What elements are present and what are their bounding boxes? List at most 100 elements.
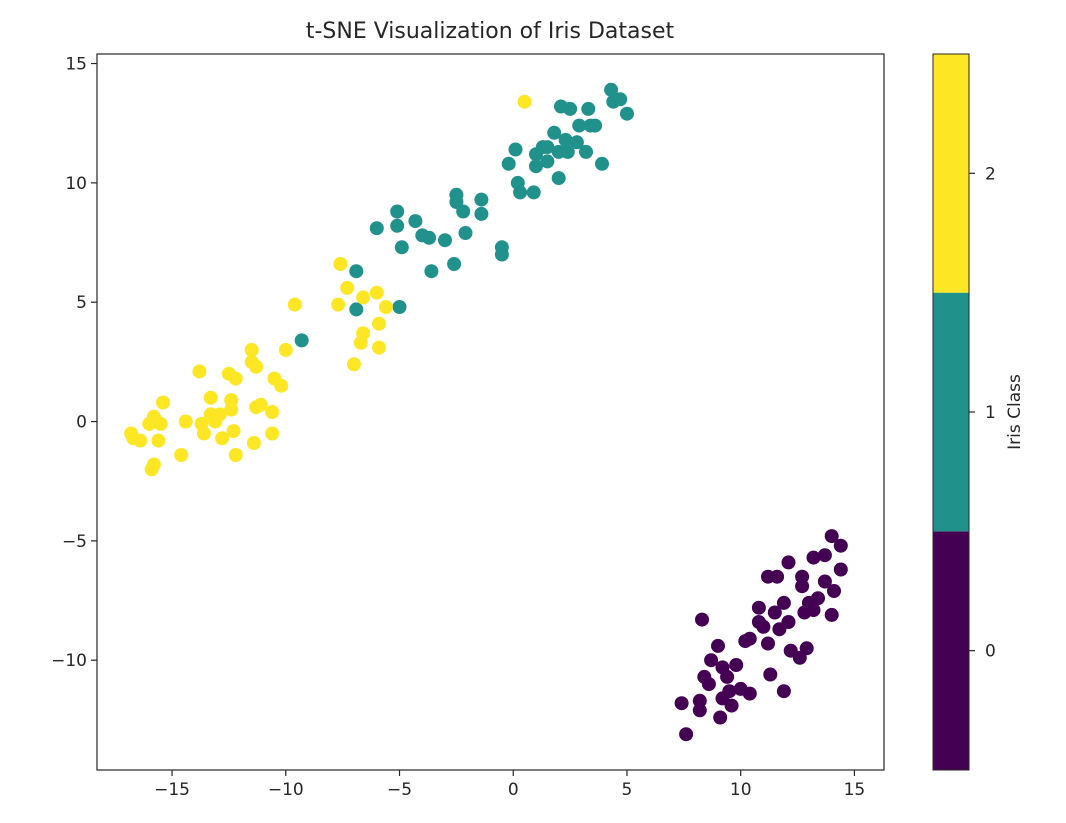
data-point-class-1 xyxy=(447,257,462,271)
data-point-class-2 xyxy=(517,94,532,109)
data-point-class-1 xyxy=(394,240,409,255)
data-point-class-0 xyxy=(817,548,832,563)
data-point-class-1 xyxy=(540,154,555,169)
colorbar-segment-1 xyxy=(933,292,969,532)
data-point-class-2 xyxy=(228,448,243,462)
data-point-class-2 xyxy=(340,280,355,295)
data-point-class-1 xyxy=(604,82,619,97)
data-point-class-0 xyxy=(692,693,707,708)
data-point-class-0 xyxy=(751,600,766,615)
chart-title: t-SNE Visualization of Iris Dataset xyxy=(306,19,675,44)
data-point-class-1 xyxy=(529,159,543,174)
data-point-class-0 xyxy=(763,667,778,682)
data-point-class-1 xyxy=(392,300,407,314)
data-point-class-1 xyxy=(494,247,509,262)
x-axis: −15 −10 −5 0 5 10 15 xyxy=(154,770,865,800)
data-point-class-0 xyxy=(767,605,782,620)
data-point-class-1 xyxy=(349,302,364,317)
data-point-class-2 xyxy=(347,357,361,372)
data-point-class-0 xyxy=(704,653,719,668)
data-point-class-0 xyxy=(720,669,735,684)
data-point-class-0 xyxy=(724,698,739,713)
data-point-class-1 xyxy=(513,185,528,200)
colorbar-segment-2 xyxy=(933,54,969,293)
data-point-class-2 xyxy=(353,335,368,350)
data-point-class-0 xyxy=(795,579,810,594)
data-point-class-0 xyxy=(833,562,848,577)
data-point-class-2 xyxy=(224,402,239,417)
data-point-class-2 xyxy=(215,431,230,446)
y-tick-label: 0 xyxy=(76,413,87,433)
colorbar-tick-label: 2 xyxy=(985,164,996,184)
data-point-class-0 xyxy=(824,529,839,544)
data-point-class-1 xyxy=(572,118,587,133)
colorbar-segment-0 xyxy=(933,531,969,770)
data-point-class-2 xyxy=(372,316,386,331)
data-point-class-2 xyxy=(124,426,139,441)
data-point-class-2 xyxy=(144,462,159,477)
data-point-class-0 xyxy=(806,603,821,618)
x-tick-label: 5 xyxy=(622,780,633,800)
data-point-class-0 xyxy=(781,615,796,629)
data-point-class-2 xyxy=(196,426,211,441)
data-point-class-1 xyxy=(558,132,573,147)
data-point-class-2 xyxy=(226,424,241,439)
data-point-class-1 xyxy=(449,187,464,202)
colorbar-tick-label: 1 xyxy=(985,403,996,423)
data-point-class-2 xyxy=(246,436,261,450)
data-point-class-2 xyxy=(244,342,259,357)
data-point-class-2 xyxy=(278,342,293,357)
data-point-class-2 xyxy=(331,297,346,312)
data-point-class-0 xyxy=(824,607,839,622)
data-point-class-1 xyxy=(540,140,555,155)
y-axis: 15 10 5 0 −5 −10 xyxy=(51,55,97,671)
x-tick-label: −15 xyxy=(154,780,190,800)
data-point-class-2 xyxy=(333,257,348,271)
data-point-class-1 xyxy=(422,230,437,245)
y-tick-label: 5 xyxy=(76,293,87,313)
data-point-class-0 xyxy=(776,595,791,610)
y-tick-label: 10 xyxy=(65,174,87,194)
data-point-class-1 xyxy=(563,101,578,116)
x-tick-label: −5 xyxy=(387,780,412,800)
data-point-class-0 xyxy=(722,684,737,699)
data-point-class-1 xyxy=(569,135,584,150)
plot-points xyxy=(124,82,848,742)
data-point-class-0 xyxy=(817,574,832,589)
data-point-class-0 xyxy=(776,684,791,699)
y-tick-label: −5 xyxy=(62,532,87,552)
data-point-class-1 xyxy=(456,204,471,219)
data-point-class-0 xyxy=(679,727,694,742)
data-point-class-2 xyxy=(203,390,218,405)
data-point-class-0 xyxy=(827,584,841,598)
x-tick-label: 0 xyxy=(508,780,519,800)
data-point-class-0 xyxy=(761,636,775,651)
colorbar-label: Iris Class xyxy=(1005,374,1025,450)
data-point-class-1 xyxy=(588,118,603,133)
data-point-class-0 xyxy=(729,658,744,672)
data-point-class-1 xyxy=(551,171,566,186)
data-point-class-2 xyxy=(228,371,243,386)
data-point-class-1 xyxy=(508,142,523,157)
data-point-class-0 xyxy=(674,696,689,711)
data-point-class-1 xyxy=(474,206,489,221)
data-point-class-1 xyxy=(581,101,596,116)
data-point-class-1 xyxy=(349,264,364,279)
data-point-class-1 xyxy=(369,221,384,236)
y-tick-label: −10 xyxy=(51,651,87,671)
data-point-class-2 xyxy=(151,433,166,448)
data-point-class-0 xyxy=(811,591,825,606)
data-point-class-2 xyxy=(192,364,207,379)
data-point-class-2 xyxy=(274,378,289,393)
data-point-class-0 xyxy=(695,612,709,627)
data-point-class-1 xyxy=(458,226,473,240)
data-point-class-2 xyxy=(265,426,280,441)
data-point-class-2 xyxy=(208,414,223,429)
data-point-class-1 xyxy=(390,204,405,219)
data-point-class-2 xyxy=(249,359,264,374)
data-point-class-2 xyxy=(174,448,189,462)
x-tick-label: −10 xyxy=(268,780,304,800)
data-point-class-2 xyxy=(142,416,157,431)
plot-frame xyxy=(96,53,885,771)
